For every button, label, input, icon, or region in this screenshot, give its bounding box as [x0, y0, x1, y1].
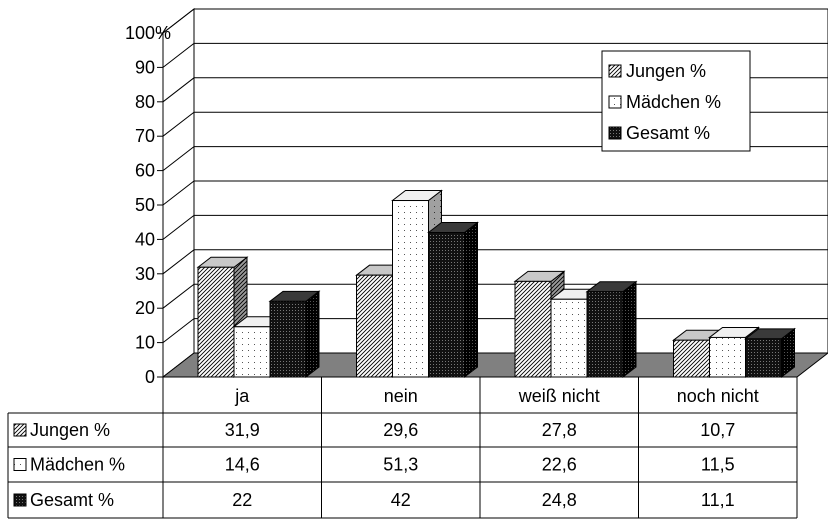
bar-front: [197, 266, 235, 378]
bar-front: [514, 280, 552, 378]
gridline: [162, 8, 828, 34]
category-label: noch nicht: [677, 386, 759, 406]
bar-front: [709, 336, 746, 378]
legend-label: Gesamt %: [626, 123, 710, 143]
data-table: ja nein weiß nicht noch nicht Jungen % 31,9 29…: [7, 376, 798, 519]
y-axis: 0 10 20 30 40 50 60 70 80 90 100%: [125, 23, 171, 387]
bar: [585, 280, 638, 379]
bar-front: [233, 326, 271, 378]
table-swatch: [13, 423, 27, 437]
legend: Jungen % Mädchen % Gesamt %: [601, 50, 751, 152]
table-cell: 11,5: [701, 455, 735, 475]
y-tick-label: 0: [145, 367, 155, 387]
bar: [427, 221, 479, 379]
table-cell: 27,8: [542, 420, 577, 440]
bar-front: [356, 274, 393, 378]
legend-box: [601, 50, 751, 152]
y-tick-label: 90: [135, 57, 155, 77]
y-tick-label: 70: [135, 126, 155, 146]
y-tick-label: 80: [135, 92, 155, 112]
bars: [196, 189, 796, 379]
gridline: [162, 42, 828, 68]
gridline: [162, 214, 828, 240]
table-series-label: Gesamt %: [30, 490, 114, 510]
bar-front: [392, 200, 429, 378]
bar-front: [745, 338, 782, 378]
legend-swatch: [608, 64, 622, 78]
table-cell: 22: [232, 490, 252, 510]
bar-front: [428, 232, 465, 378]
category-label: ja: [234, 386, 250, 406]
bar-front: [550, 298, 588, 378]
bar-front: [586, 291, 624, 378]
y-tick-label: 10: [135, 333, 155, 353]
table-swatch: [13, 493, 27, 507]
bar-side: [622, 280, 637, 379]
gridline: [162, 249, 828, 275]
legend-label: Jungen %: [626, 61, 706, 81]
bar-front: [673, 339, 710, 378]
table-cell: 51,3: [383, 455, 418, 475]
legend-label: Mädchen %: [626, 92, 721, 112]
bar: [672, 329, 724, 379]
bar-front: [269, 300, 307, 378]
y-tick-label: 20: [135, 298, 155, 318]
y-tick-label: 30: [135, 264, 155, 284]
category-label: nein: [384, 386, 418, 406]
bar: [268, 290, 321, 379]
y-tick-label: 50: [135, 195, 155, 215]
bar-side: [305, 290, 320, 379]
table-cell: 11,1: [701, 490, 735, 510]
y-tick-label: 100%: [125, 23, 171, 43]
legend-swatch: [608, 95, 622, 109]
table-cell: 10,7: [700, 420, 735, 440]
bar-side: [464, 221, 478, 379]
bar: [744, 327, 796, 379]
table-cell: 14,6: [225, 455, 260, 475]
table-cell: 24,8: [542, 490, 577, 510]
y-tick-label: 40: [135, 229, 155, 249]
y-tick-label: 60: [135, 161, 155, 181]
table-cell: 22,6: [542, 455, 577, 475]
table-series-label: Mädchen %: [30, 455, 125, 475]
table-cell: 29,6: [383, 420, 418, 440]
gridline: [162, 180, 828, 206]
legend-swatch: [608, 126, 622, 140]
category-label: weiß nicht: [518, 386, 600, 406]
table-cell: 31,9: [225, 420, 260, 440]
table-cell: 42: [391, 490, 411, 510]
table-series-label: Jungen %: [30, 420, 110, 440]
table-swatch: [13, 458, 27, 471]
